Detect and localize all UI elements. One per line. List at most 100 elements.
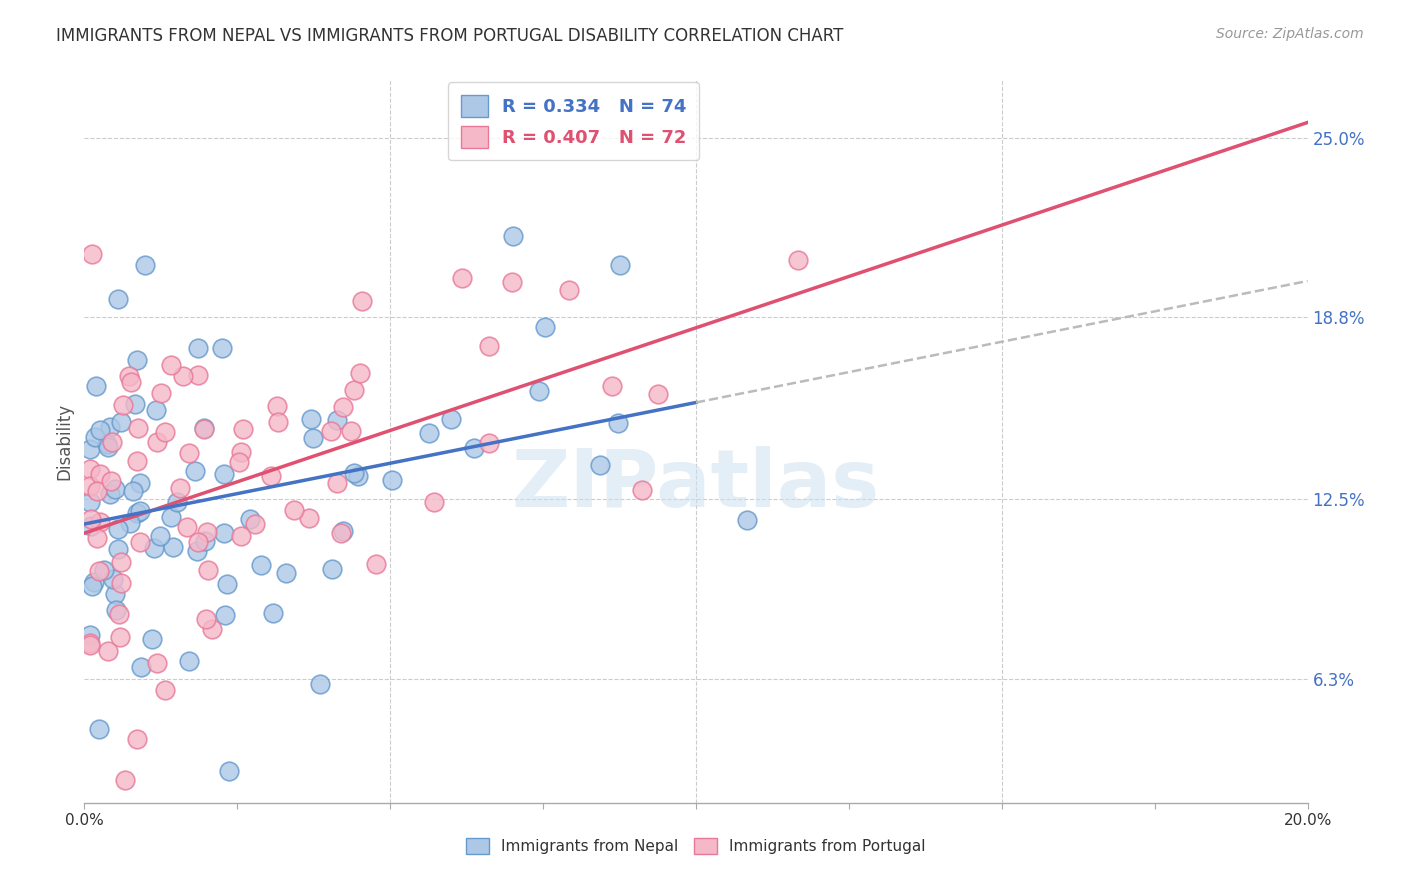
Point [201,622,224,636]
Point [197,564,219,578]
Point [319,424,342,438]
Point [89,423,111,437]
Point [127,454,149,468]
Point [187,534,209,549]
Point [502,229,524,244]
Point [267,416,290,430]
Point [79,479,101,493]
Point [349,366,371,380]
Point [80,579,103,593]
Point [107,522,129,536]
Point [84,379,107,393]
Point [212,467,235,482]
Point [146,434,169,449]
Point [79,462,101,476]
Point [243,517,266,532]
Y-axis label: Disability: Disability [55,403,73,480]
Point [249,558,271,572]
Point [332,524,354,538]
Point [125,352,148,367]
Point [463,442,485,456]
Point [79,638,101,652]
Point [232,422,254,436]
Point [211,341,233,355]
Point [101,435,124,450]
Legend: Immigrants from Nepal, Immigrants from Portugal: Immigrants from Nepal, Immigrants from P… [460,832,932,860]
Point [86,531,108,545]
Point [108,631,131,645]
Point [218,764,240,778]
Point [80,519,103,533]
Point [298,511,321,525]
Text: IMMIGRANTS FROM NEPAL VS IMMIGRANTS FROM PORTUGAL DISABILITY CORRELATION CHART: IMMIGRANTS FROM NEPAL VS IMMIGRANTS FROM… [56,27,844,45]
Point [418,426,440,441]
Point [364,558,387,572]
Point [217,576,239,591]
Point [321,562,343,576]
Point [166,495,188,509]
Point [600,378,623,392]
Point [194,533,217,548]
Point [787,252,810,267]
Point [195,612,218,626]
Point [440,412,463,426]
Point [326,413,349,427]
Point [647,386,669,401]
Point [79,628,101,642]
Point [110,415,132,429]
Point [607,416,630,430]
Point [150,386,173,401]
Point [330,526,353,541]
Point [128,476,150,491]
Point [260,468,283,483]
Point [735,513,758,527]
Point [533,320,555,334]
Point [501,275,523,289]
Point [108,607,131,621]
Point [187,341,209,355]
Point [381,473,404,487]
Point [89,467,111,482]
Point [186,544,208,558]
Point [340,424,363,438]
Point [96,436,118,450]
Point [193,422,215,436]
Point [100,474,122,488]
Point [149,529,172,543]
Point [169,481,191,495]
Point [111,398,134,412]
Point [114,772,136,787]
Point [146,657,169,671]
Point [160,510,183,524]
Point [160,358,183,372]
Text: Source: ZipAtlas.com: Source: ZipAtlas.com [1216,27,1364,41]
Point [93,563,115,577]
Point [145,403,167,417]
Point [231,445,253,459]
Point [143,541,166,556]
Point [89,564,111,578]
Point [631,483,654,498]
Point [120,375,142,389]
Point [274,566,297,580]
Point [79,636,101,650]
Point [80,247,103,261]
Text: ZIPatlas: ZIPatlas [512,446,880,524]
Point [589,458,612,473]
Point [107,541,129,556]
Point [177,446,200,460]
Point [80,512,103,526]
Point [299,412,322,426]
Point [121,484,143,499]
Point [346,469,368,483]
Point [127,421,149,435]
Point [177,654,200,668]
Point [110,575,132,590]
Point [325,476,347,491]
Point [212,525,235,540]
Point [184,464,207,478]
Point [187,368,209,383]
Point [423,495,446,509]
Point [342,384,364,398]
Point [104,586,127,600]
